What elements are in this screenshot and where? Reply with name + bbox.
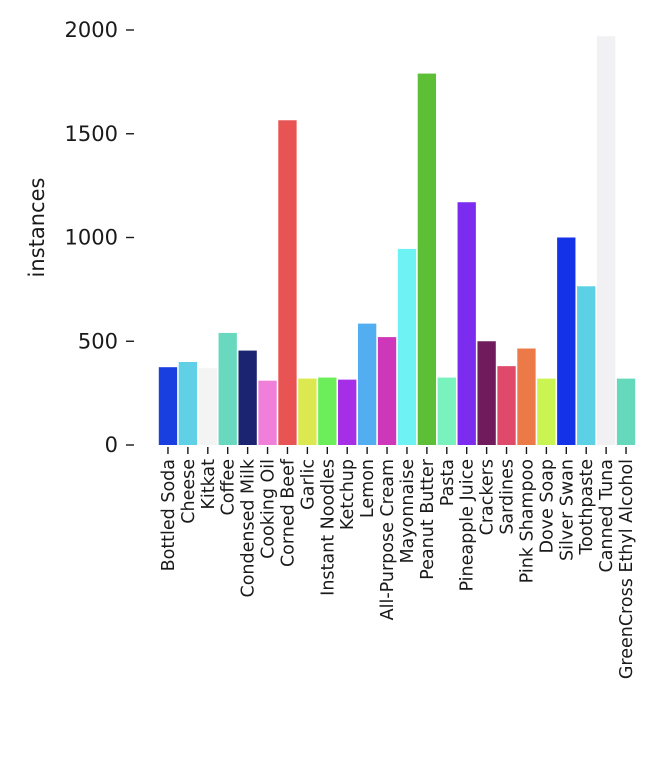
x-tick-label: Lemon bbox=[358, 459, 378, 518]
x-tick-label: GreenCross Ethyl Alcohol bbox=[617, 459, 637, 679]
bar bbox=[238, 350, 257, 445]
x-tick-label: Canned Tuna bbox=[597, 459, 617, 573]
x-tick-label: Garlic bbox=[298, 459, 318, 510]
x-tick-label: Kitkat bbox=[199, 459, 219, 510]
bar bbox=[198, 368, 217, 445]
bars bbox=[158, 36, 636, 445]
bar bbox=[357, 323, 377, 445]
x-tick-label: Toothpaste bbox=[577, 459, 597, 556]
x-tick-label: Condensed Milk bbox=[239, 458, 259, 597]
x-tick-label: Crackers bbox=[478, 459, 498, 535]
bar bbox=[537, 378, 556, 445]
x-tick-label: Silver Swan bbox=[557, 459, 577, 561]
x-tick-label: Corned Beef bbox=[278, 458, 298, 567]
x-tick-label: Cooking Oil bbox=[259, 459, 279, 559]
bar bbox=[218, 332, 237, 445]
x-tick-label: Cheese bbox=[179, 459, 199, 524]
x-tick-label: Sardines bbox=[498, 459, 518, 535]
x-tick-label: Pink Shampoo bbox=[517, 459, 537, 583]
bar bbox=[437, 377, 456, 445]
x-tick-label: All-Purpose Cream bbox=[378, 459, 398, 620]
x-tick-label: Coffee bbox=[219, 459, 239, 516]
y-tick-label: 0 bbox=[105, 433, 118, 457]
x-axis: Bottled Soda Cheese Kitkat Coffee Condensed … bbox=[159, 447, 637, 679]
x-tick-label: Bottled Soda bbox=[159, 459, 179, 571]
x-tick-label: Mayonnaise bbox=[398, 459, 418, 564]
bar bbox=[158, 367, 178, 445]
y-tick-label: 1500 bbox=[65, 122, 118, 146]
y-tick-label: 500 bbox=[78, 329, 118, 353]
y-tick-label: 2000 bbox=[65, 18, 118, 42]
bar bbox=[318, 377, 337, 445]
x-tick-label: Peanut Butter bbox=[418, 458, 438, 580]
bar bbox=[338, 379, 357, 445]
bar bbox=[557, 237, 576, 445]
y-axis: 0 500 1000 1500 2000 bbox=[65, 18, 134, 457]
bar bbox=[517, 348, 536, 445]
bar bbox=[616, 378, 636, 445]
bar bbox=[298, 378, 317, 445]
bar bbox=[278, 120, 297, 445]
bar bbox=[457, 202, 476, 445]
bar bbox=[397, 248, 417, 445]
x-tick-label: Ketchup bbox=[338, 459, 358, 530]
bar bbox=[258, 380, 277, 445]
bar bbox=[497, 366, 516, 445]
bar bbox=[477, 341, 496, 445]
bar bbox=[178, 362, 198, 445]
y-tick-label: 1000 bbox=[65, 226, 118, 250]
y-axis-label: instances bbox=[25, 178, 49, 278]
x-tick-label: Pasta bbox=[438, 459, 458, 506]
x-tick-label: Pineapple Juice bbox=[458, 459, 478, 592]
bar bbox=[377, 337, 397, 445]
bar bbox=[417, 73, 437, 445]
bar bbox=[596, 36, 616, 445]
bar bbox=[577, 286, 596, 445]
x-tick-label: Instant Noodles bbox=[318, 459, 338, 596]
x-tick-label: Dove Soap bbox=[537, 459, 557, 554]
